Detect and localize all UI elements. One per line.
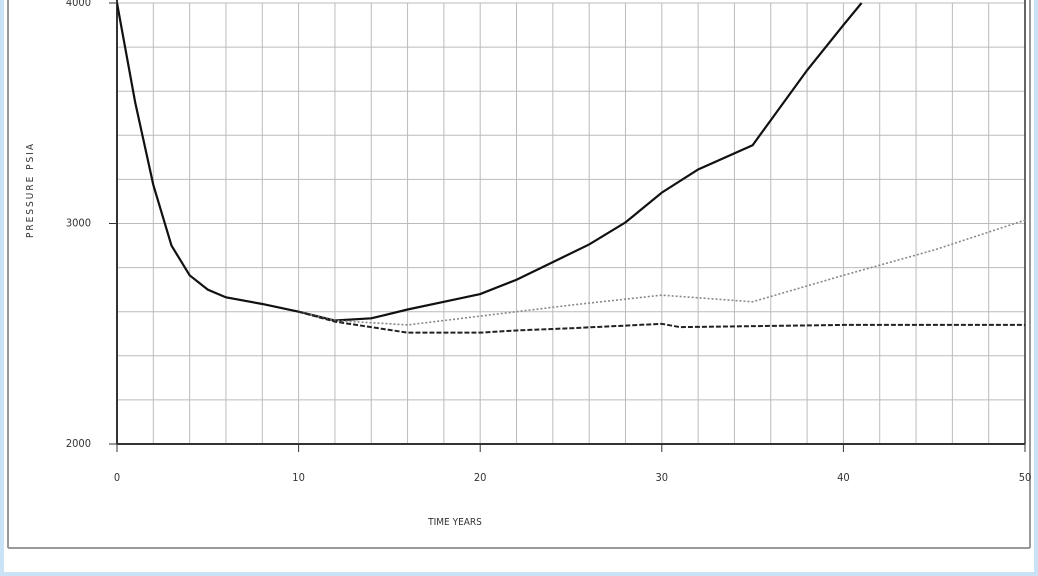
- x-tick-label: 40: [837, 471, 850, 484]
- x-axis-label: TIME YEARS: [427, 517, 482, 528]
- x-tick-label: 0: [114, 471, 120, 484]
- y-tick-label: 4000: [66, 0, 91, 9]
- series-line: [298, 310, 1025, 334]
- x-tick-label: 50: [1019, 471, 1032, 484]
- x-tick-label: 30: [656, 471, 669, 484]
- y-axis-label: PRESSURE PSIA: [25, 142, 36, 238]
- frame: [4, 0, 1034, 572]
- series-line: [117, 2, 863, 322]
- y-tick-label: 2000: [66, 437, 91, 450]
- series-line: [298, 219, 1026, 326]
- x-tick-label: 20: [474, 471, 487, 484]
- y-tick-label: 3000: [66, 217, 91, 230]
- plot-area: [117, 2, 1026, 334]
- x-tick-label: 10: [292, 471, 305, 484]
